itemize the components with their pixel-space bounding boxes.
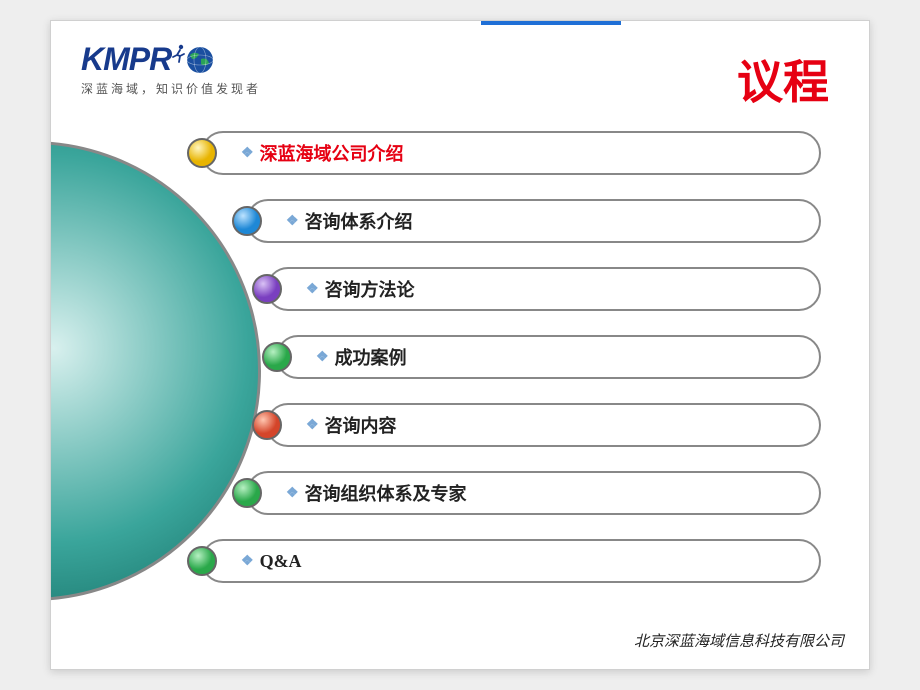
agenda-item: ❖ 深蓝海域公司介绍 xyxy=(201,131,821,175)
bullet-icon: ❖ xyxy=(286,485,299,502)
globe-icon xyxy=(185,45,215,75)
agenda-pill: ❖ 咨询组织体系及专家 xyxy=(246,471,821,515)
agenda-item: ❖ 成功案例 xyxy=(276,335,821,379)
agenda-label: 咨询组织体系及专家 xyxy=(305,480,467,506)
sphere-icon xyxy=(232,478,262,508)
agenda-pill: ❖ 咨询体系介绍 xyxy=(246,199,821,243)
bullet-icon: ❖ xyxy=(286,213,299,230)
sphere-icon xyxy=(232,206,262,236)
agenda-pill: ❖ 成功案例 xyxy=(276,335,821,379)
runner-icon xyxy=(171,37,187,59)
agenda-item: ❖ 咨询组织体系及专家 xyxy=(246,471,821,515)
agenda-label: Q&A xyxy=(260,551,302,572)
sphere-icon xyxy=(262,342,292,372)
logo-letters-1: KMPR xyxy=(81,41,171,78)
bullet-icon: ❖ xyxy=(241,145,254,162)
bullet-icon: ❖ xyxy=(306,281,319,298)
bullet-icon: ❖ xyxy=(306,417,319,434)
agenda-pill: ❖ 深蓝海域公司介绍 xyxy=(201,131,821,175)
agenda-label: 深蓝海域公司介绍 xyxy=(260,140,404,166)
agenda-item: ❖ Q&A xyxy=(201,539,821,583)
agenda-item: ❖ 咨询内容 xyxy=(266,403,821,447)
footer-company: 北京深蓝海域信息科技有限公司 xyxy=(634,630,844,651)
top-accent-bar xyxy=(481,21,621,25)
sphere-icon xyxy=(252,410,282,440)
logo-block: KMPR 深蓝海域，知识价值发现者 xyxy=(81,41,301,97)
bullet-icon: ❖ xyxy=(241,553,254,570)
agenda-label: 咨询体系介绍 xyxy=(305,208,413,234)
half-circle-decor xyxy=(50,141,261,601)
bullet-icon: ❖ xyxy=(316,349,329,366)
logo-text: KMPR xyxy=(81,41,301,78)
sphere-icon xyxy=(252,274,282,304)
sphere-icon xyxy=(187,138,217,168)
logo-tagline: 深蓝海域，知识价值发现者 xyxy=(81,80,301,97)
slide: KMPR 深蓝海域，知识价值发现者 议程 ❖ 深蓝海域公司介绍 ❖ 咨询体系介绍 xyxy=(50,20,870,670)
agenda-item: ❖ 咨询方法论 xyxy=(266,267,821,311)
sphere-icon xyxy=(187,546,217,576)
agenda-pill: ❖ 咨询内容 xyxy=(266,403,821,447)
agenda-pill: ❖ Q&A xyxy=(201,539,821,583)
agenda-label: 咨询内容 xyxy=(325,412,397,438)
slide-title: 议程 xyxy=(737,46,829,112)
agenda-pill: ❖ 咨询方法论 xyxy=(266,267,821,311)
agenda-label: 咨询方法论 xyxy=(325,276,415,302)
agenda-label: 成功案例 xyxy=(335,344,407,370)
agenda-item: ❖ 咨询体系介绍 xyxy=(246,199,821,243)
